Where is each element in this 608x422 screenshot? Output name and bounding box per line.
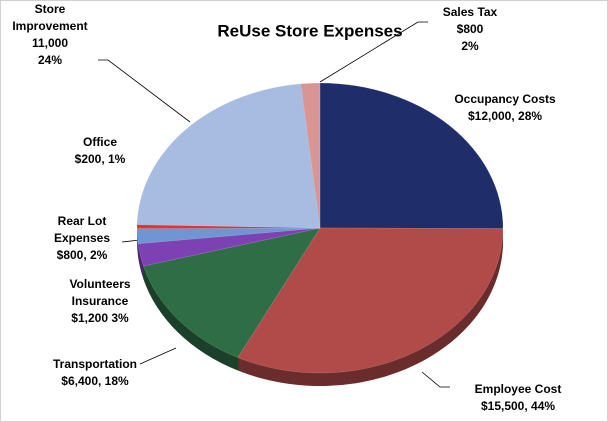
value-label: $12,000, 28%: [468, 109, 542, 123]
leader-line: [121, 239, 141, 243]
slice: [137, 227, 321, 267]
slice-label: Sales Tax: [443, 5, 498, 19]
value-label: $6,400, 18%: [61, 374, 129, 388]
slice: [319, 82, 504, 229]
slice: [136, 224, 321, 229]
slice-label: Store Improvement: [12, 2, 87, 33]
value-label: $200, 1%: [75, 152, 126, 166]
value-label: 11,000 24%: [32, 36, 68, 67]
slice: [300, 82, 321, 229]
value-label: $800 2%: [457, 22, 484, 53]
slice: [136, 227, 321, 244]
slice-label: Employee Cost: [475, 382, 562, 396]
leader-line: [421, 371, 450, 388]
leader-line: [98, 59, 191, 123]
slice-label: Rear Lot Expenses: [54, 214, 110, 245]
leader-line: [139, 347, 177, 365]
slice: [136, 83, 321, 229]
value-label: $800, 2%: [57, 248, 108, 262]
slice-label: Office: [83, 135, 117, 149]
slice-label: Occupancy Costs: [454, 92, 556, 106]
slice: [237, 227, 504, 374]
slice-label: Transportation: [53, 357, 137, 371]
leader-lines: [98, 21, 450, 388]
leader-line: [319, 21, 428, 83]
slice-label: Volunteers Insurance: [69, 277, 130, 308]
value-label: $15,500, 44%: [481, 399, 555, 413]
chart-title: ReUse Store Expenses: [217, 21, 402, 40]
slice: [143, 227, 321, 358]
value-label: $1,200 3%: [71, 311, 129, 325]
